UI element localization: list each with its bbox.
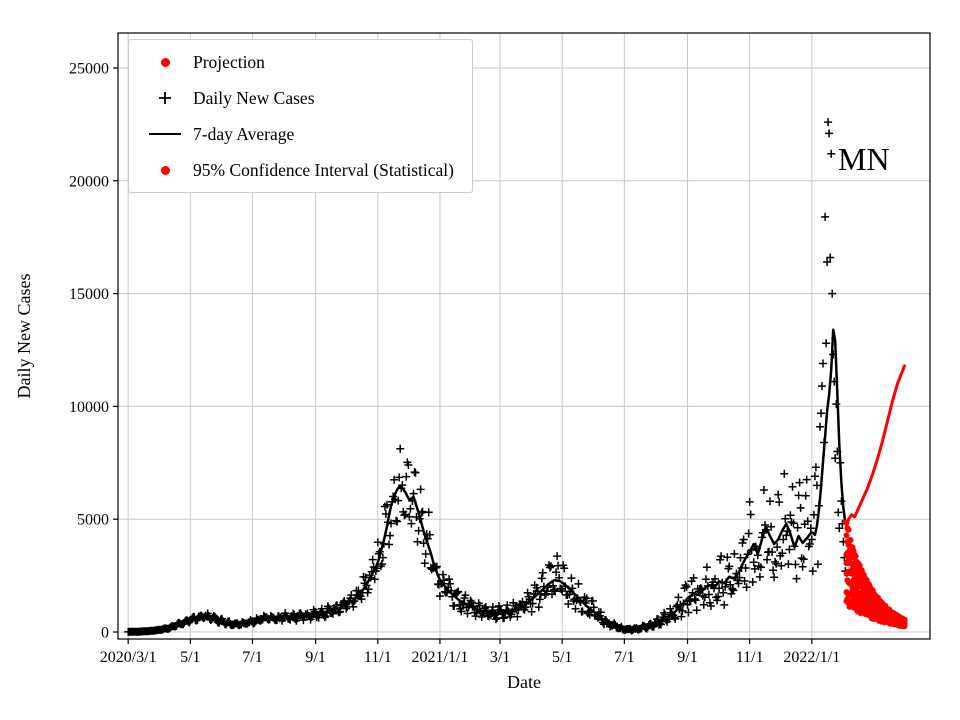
x-tick-label: 2020/3/1	[100, 649, 157, 666]
x-tick-label: 9/1	[677, 649, 697, 666]
x-tick-label: 11/1	[736, 649, 764, 666]
legend-item-daily-new-cases: Daily New Cases	[137, 85, 454, 111]
legend-item-confidence-interval: 95% Confidence Interval (Statistical)	[137, 157, 454, 183]
legend-label-confidence-interval: 95% Confidence Interval (Statistical)	[193, 159, 454, 180]
y-tick-label: 15000	[69, 286, 109, 303]
projection-line	[842, 364, 906, 528]
y-tick-label: 25000	[69, 60, 109, 77]
projection-dot-icon	[137, 57, 193, 67]
x-tick-label: 3/1	[490, 649, 510, 666]
legend-item-seven-day-average: 7-day Average	[137, 121, 454, 147]
plus-marker-icon	[137, 90, 193, 106]
line-marker-icon	[137, 133, 193, 135]
y-axis-label: Daily New Cases	[14, 274, 34, 399]
seven-day-average-line	[128, 328, 847, 634]
x-tick-label: 5/1	[180, 649, 200, 666]
x-tick-label: 2022/1/1	[783, 649, 840, 666]
y-tick-label: 20000	[69, 173, 109, 190]
x-tick-label: 7/1	[242, 649, 262, 666]
x-axis-label: Date	[507, 672, 541, 692]
x-tick-label: 7/1	[614, 649, 634, 666]
legend-label-daily-new-cases: Daily New Cases	[193, 87, 315, 108]
daily-new-cases-scatter	[124, 118, 850, 636]
axes-frame	[113, 32, 931, 644]
y-tick-label: 10000	[69, 399, 109, 416]
x-tick-label: 9/1	[305, 649, 325, 666]
confidence-interval-dot-band	[843, 519, 908, 630]
y-tick-label: 5000	[77, 512, 109, 529]
confidence-dot-icon	[137, 165, 193, 175]
legend-label-projection: Projection	[193, 51, 265, 72]
x-tick-label: 2021/1/1	[412, 649, 469, 666]
x-tick-label: 5/1	[552, 649, 572, 666]
y-tick-label: 0	[101, 625, 109, 642]
state-annotation: MN	[838, 141, 890, 177]
legend-label-seven-day-average: 7-day Average	[193, 123, 295, 144]
x-tick-label: 11/1	[364, 649, 392, 666]
legend-item-projection: Projection	[137, 49, 454, 75]
legend: Projection Daily New Cases 7-day Average…	[128, 39, 473, 193]
tick-labels: 2020/3/1 5/1 7/1 9/1 11/1 2021/1/1 3/1 5/1 7/1 9/…	[69, 60, 840, 666]
